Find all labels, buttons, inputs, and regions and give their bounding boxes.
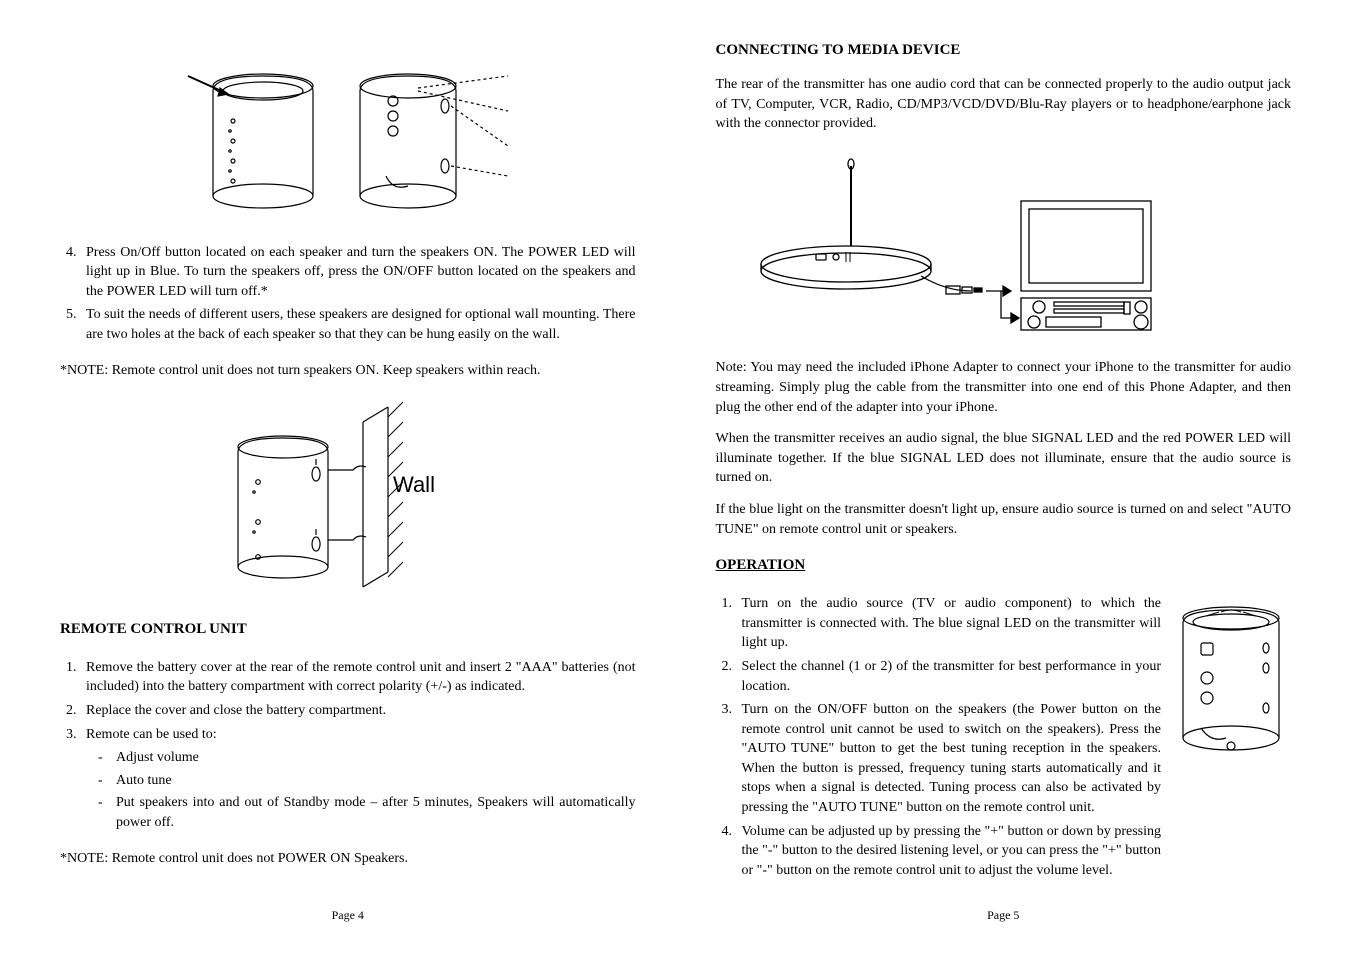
connecting-signal: When the transmitter receives an audio s… — [716, 429, 1292, 488]
op-step-1: Turn on the audio source (TV or audio co… — [736, 594, 1162, 653]
remote-heading: REMOTE CONTROL UNIT — [60, 619, 636, 640]
operation-steps: Turn on the audio source (TV or audio co… — [736, 590, 1162, 884]
op-step-3: Turn on the ON/OFF button on the speaker… — [736, 700, 1162, 818]
speaker-pair-figure — [60, 36, 636, 223]
op-step-2: Select the channel (1 or 2) of the trans… — [736, 657, 1162, 696]
op-step-4: Volume can be adjusted up by pressing th… — [736, 822, 1162, 881]
remote-step-3: Remote can be used to: Adjust volume Aut… — [80, 725, 636, 833]
wall-mount-figure: Wall — [60, 392, 636, 599]
remote-steps: Remove the battery cover at the rear of … — [80, 654, 636, 837]
connecting-note: Note: You may need the included iPhone A… — [716, 358, 1292, 417]
operation-section: Turn on the audio source (TV or audio co… — [716, 584, 1292, 890]
speaker-rear-figure — [1171, 588, 1291, 765]
connecting-autotune: If the blue light on the transmitter doe… — [716, 500, 1292, 539]
connecting-heading: CONNECTING TO MEDIA DEVICE — [716, 40, 1292, 61]
remote-use-autotune: Auto tune — [116, 771, 636, 791]
step-5: To suit the needs of different users, th… — [80, 305, 636, 344]
remote-use-volume: Adjust volume — [116, 748, 636, 768]
remote-step-1: Remove the battery cover at the rear of … — [80, 658, 636, 697]
note-remote-power: *NOTE: Remote control unit does not POWE… — [60, 849, 636, 869]
remote-uses: Adjust volume Auto tune Put speakers int… — [116, 748, 636, 832]
note-remote-on: *NOTE: Remote control unit does not turn… — [60, 361, 636, 381]
page-right: CONNECTING TO MEDIA DEVICE The rear of t… — [676, 20, 1322, 934]
page-number-right: Page 5 — [716, 891, 1292, 924]
transmitter-tv-figure — [716, 146, 1292, 343]
page-number-left: Page 4 — [60, 891, 636, 924]
wall-label: Wall — [393, 472, 435, 497]
operation-heading: OPERATION — [716, 555, 1292, 576]
remote-step-2: Replace the cover and close the battery … — [80, 701, 636, 721]
step-4: Press On/Off button located on each spea… — [80, 243, 636, 302]
setup-steps: Press On/Off button located on each spea… — [80, 239, 636, 349]
page-left: Press On/Off button located on each spea… — [30, 20, 676, 934]
connecting-intro: The rear of the transmitter has one audi… — [716, 75, 1292, 134]
remote-use-standby: Put speakers into and out of Standby mod… — [116, 793, 636, 832]
